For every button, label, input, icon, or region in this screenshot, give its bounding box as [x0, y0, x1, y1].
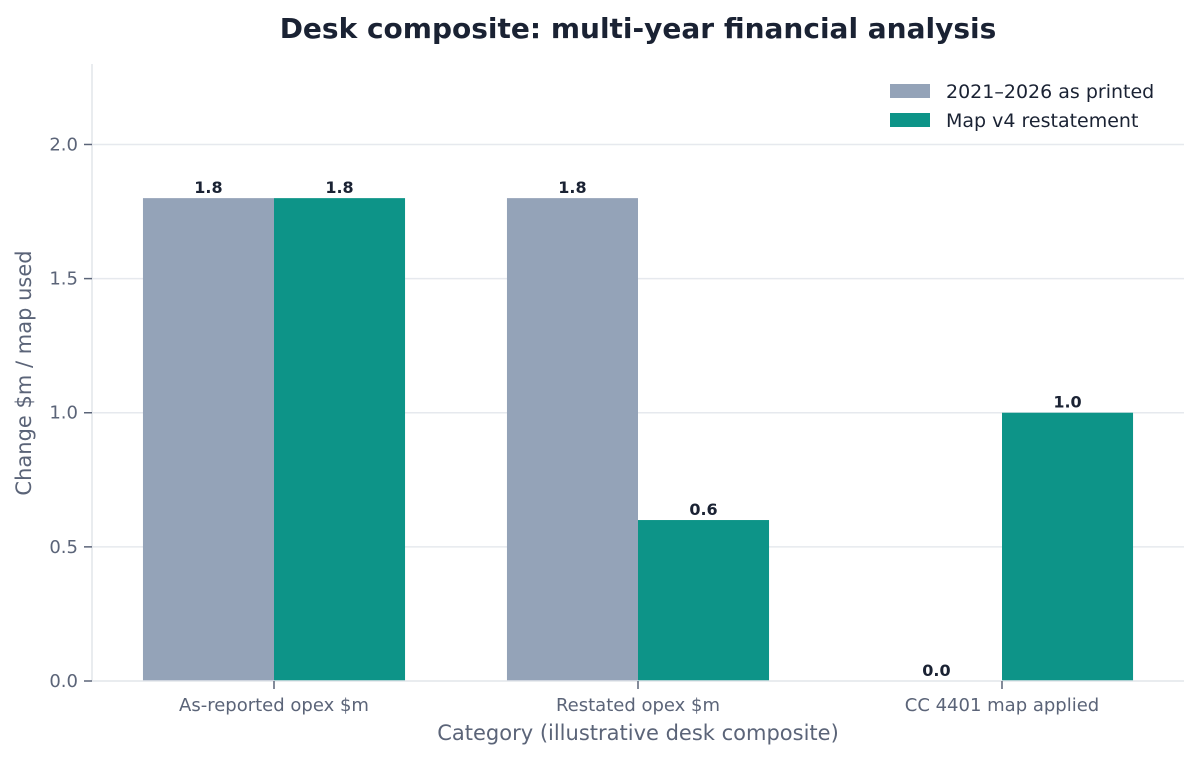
bars [142, 198, 1134, 681]
x-tick-label: As-reported opex $m [179, 695, 369, 716]
y-tick-label: 0.0 [49, 671, 78, 692]
y-tick-label: 1.0 [49, 403, 78, 424]
x-tick-label: CC 4401 map applied [905, 695, 1099, 716]
x-axis-label: Category (illustrative desk composite) [437, 721, 839, 745]
x-ticks: As-reported opex $m Restated opex $m CC 44… [179, 681, 1099, 716]
y-tick-label: 0.5 [49, 537, 78, 558]
legend-swatch [890, 113, 930, 127]
chart-title: Desk composite: multi-year financial ana… [280, 12, 997, 45]
legend-swatch [890, 84, 930, 98]
y-tick-label: 1.5 [49, 269, 78, 290]
y-tick-label: 2.0 [49, 134, 78, 155]
data-label: 0.6 [689, 500, 717, 519]
data-label: 1.8 [194, 178, 222, 197]
bar [506, 198, 638, 681]
legend-entry: Map v4 restatement [946, 110, 1138, 132]
legend-entry: 2021–2026 as printed [946, 81, 1154, 103]
data-label: 1.8 [558, 178, 586, 197]
x-tick-label: Restated opex $m [556, 695, 720, 716]
y-ticks: 0.0 0.5 1.0 1.5 2.0 [49, 134, 92, 692]
bar [274, 198, 406, 681]
y-axis-label: Change $m / map used [12, 250, 36, 495]
bar [638, 520, 770, 681]
data-label: 1.0 [1053, 393, 1081, 412]
bar [142, 198, 274, 681]
legend: 2021–2026 as printed Map v4 restatement [890, 81, 1154, 132]
data-label: 0.0 [922, 661, 950, 680]
bar [1002, 412, 1134, 681]
data-label: 1.8 [325, 178, 353, 197]
data-labels: 1.8 1.8 1.8 0.6 0.0 1.0 [194, 178, 1081, 680]
